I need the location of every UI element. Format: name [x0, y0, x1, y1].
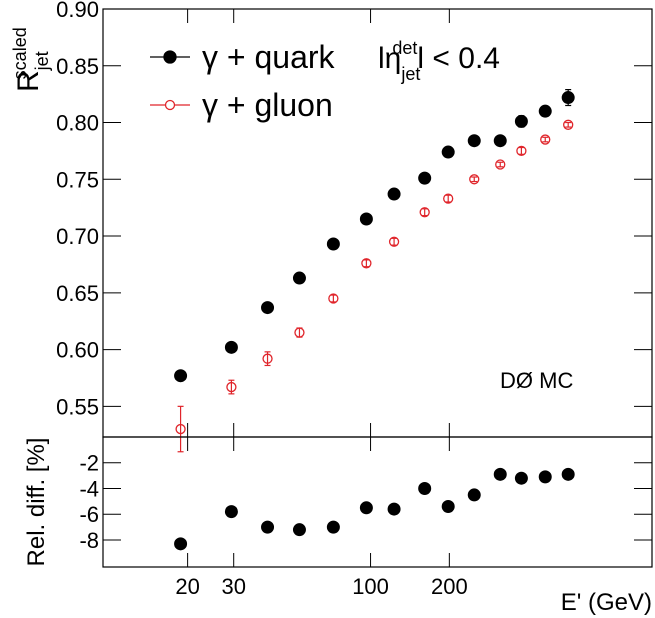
data-point [224, 505, 238, 519]
y-tick-label: 0.75 [56, 167, 99, 192]
data-point [388, 236, 400, 247]
x-tick-label: 100 [352, 574, 389, 599]
data-point [292, 523, 306, 537]
y-label: Rjetscaled [10, 27, 52, 92]
y-tick-label: -6 [79, 502, 99, 527]
data-point [175, 423, 186, 435]
data-point [538, 470, 552, 484]
legend-label: γ + quark [202, 39, 336, 75]
data-point [174, 369, 188, 383]
data-point [419, 207, 430, 218]
data-point [561, 91, 575, 105]
data-point [538, 104, 552, 118]
annotation-sub: jet [400, 64, 420, 84]
data-point [469, 174, 480, 185]
data-point [261, 520, 275, 534]
annotation-prefix: lη [378, 42, 401, 75]
y-tick-label: -2 [79, 451, 99, 476]
data-point [361, 258, 372, 269]
data-point [467, 488, 481, 502]
annotation-suffix: l < 0.4 [417, 42, 500, 75]
y-tick-label: -4 [79, 476, 99, 501]
data-point [443, 193, 454, 204]
x-tick-label: 30 [221, 574, 245, 599]
y-tick-label: 0.85 [56, 54, 99, 79]
y-tick-label: 0.65 [56, 281, 99, 306]
y-tick-label: 0.70 [56, 224, 99, 249]
data-point [326, 237, 340, 251]
data-point [441, 500, 455, 514]
note: DØ MC [500, 368, 573, 393]
y-label-sup: scaled [10, 27, 30, 79]
data-point [514, 471, 528, 485]
data-point [561, 467, 575, 481]
data-point [359, 501, 373, 515]
data-point [540, 134, 551, 145]
data-point [495, 159, 506, 170]
data-point [418, 481, 432, 495]
y-tick-label: -8 [79, 528, 99, 553]
y-label-sub: jet [32, 51, 52, 71]
x-tick-label: 200 [431, 574, 468, 599]
y-tick-label: 0.80 [56, 111, 99, 136]
data-point [262, 353, 273, 364]
data-point [493, 467, 507, 481]
data-point [224, 340, 238, 354]
data-point [516, 145, 527, 157]
y-tick-label: 0.55 [56, 394, 99, 419]
data-point [328, 293, 339, 304]
data-point [294, 327, 305, 338]
data-point [359, 212, 373, 226]
data-point [226, 381, 237, 393]
plot-frame [102, 436, 653, 568]
data-point [418, 171, 432, 185]
data-point [387, 502, 401, 516]
y-tick-label: 0.90 [56, 0, 99, 22]
data-point [292, 271, 306, 285]
annotation: lηjet detl < 0.4 [378, 38, 500, 84]
data-point [326, 520, 340, 534]
legend-marker [163, 50, 177, 64]
legend-label: γ + gluon [202, 87, 333, 123]
data-point [514, 114, 528, 128]
data-point [493, 134, 507, 148]
annotation-sup: det [392, 38, 417, 58]
x-tick-label: 20 [175, 574, 199, 599]
data-point [261, 301, 275, 315]
data-point [563, 119, 574, 130]
data-point [174, 537, 188, 551]
y-tick-label: 0.60 [56, 338, 99, 363]
legend-marker [164, 99, 176, 111]
x-label: E' (GeV) [561, 589, 652, 616]
y-label: Rel. diff. [%] [23, 438, 50, 567]
data-point [467, 134, 481, 148]
data-point [387, 187, 401, 201]
y-label-main: R [12, 70, 45, 92]
data-point [441, 145, 455, 159]
